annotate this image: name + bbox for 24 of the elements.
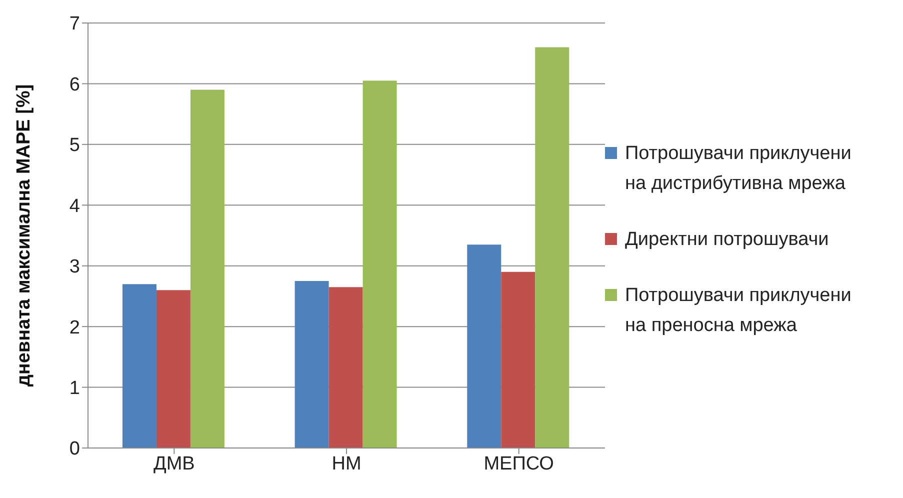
y-tick-label: 6 <box>69 74 80 96</box>
legend-label: Потрошувачи приклучени на дистрибутивна мрежа <box>625 142 852 196</box>
y-tick-label: 2 <box>69 317 80 338</box>
x-tick-label: ДМВ <box>153 453 195 474</box>
bar <box>501 272 536 448</box>
bar <box>122 284 156 448</box>
bar <box>362 80 397 448</box>
y-tick-label: 7 <box>69 14 80 35</box>
bar <box>535 47 570 448</box>
y-tick-label: 3 <box>69 256 80 278</box>
x-tick-label: МЕПСО <box>484 453 554 474</box>
y-tick-label: 4 <box>69 196 80 217</box>
y-tick-label: 0 <box>69 438 80 460</box>
y-axis-title: дневната максимална MAPE [%] <box>14 84 35 387</box>
legend-label: Потрошувачи приклучени на преносна мрежа <box>625 284 852 338</box>
bar <box>467 244 502 448</box>
y-tick-label: 5 <box>69 135 80 156</box>
x-tick-label: НМ <box>332 453 362 474</box>
bar <box>190 90 224 448</box>
bar <box>156 290 190 448</box>
bar <box>328 287 363 448</box>
bar <box>294 281 329 448</box>
y-tick-label: 1 <box>69 378 80 400</box>
legend-label: Директни потрошувачи <box>625 228 829 252</box>
